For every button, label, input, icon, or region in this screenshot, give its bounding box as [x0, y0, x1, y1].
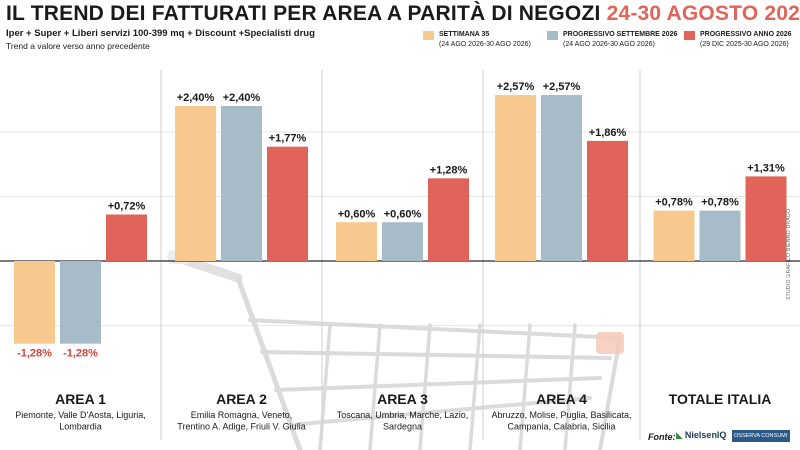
legend-period: (24 AGO 2026-30 AGO 2026)	[563, 41, 655, 48]
legend-swatch	[547, 31, 558, 40]
data-label: +0,78%	[655, 197, 693, 209]
category-detail: Trentino A. Adige, Friuli V. Giulia	[177, 422, 305, 432]
legend-period: (29 DIC 2025-30 AGO 2026)	[700, 41, 789, 48]
legend-label: PROGRESSIVO ANNO 2026	[700, 31, 792, 38]
cart-stroke	[288, 396, 592, 427]
bar	[428, 178, 469, 261]
legend-swatch	[684, 31, 695, 40]
cart-stroke	[248, 318, 622, 340]
cart-stroke	[235, 275, 303, 450]
category-label: AREA 3	[377, 391, 428, 407]
data-label: +2,57%	[497, 81, 535, 93]
category-label: AREA 2	[216, 391, 267, 407]
bar	[267, 146, 308, 261]
bar	[587, 140, 628, 261]
bar	[495, 95, 536, 261]
legend-label: PROGRESSIVO SETTEMBRE 2026	[563, 31, 678, 38]
bar	[106, 214, 147, 261]
legend-period: (24 AGO 2026-30 AGO 2026)	[439, 41, 531, 48]
cart-stroke	[468, 323, 482, 450]
category-detail: Piemonte, Valle D'Aosta, Liguria,	[15, 410, 146, 420]
data-label: +1,28%	[430, 164, 468, 176]
bar	[336, 222, 377, 261]
bar	[699, 210, 741, 261]
data-label: +1,31%	[747, 162, 785, 174]
legend-swatch	[423, 31, 434, 40]
data-label: -1,28%	[17, 348, 52, 360]
cart-stroke	[518, 323, 532, 450]
bar	[382, 222, 423, 261]
category-detail: Sardegna	[383, 422, 422, 432]
nielseniq-mark-icon: ◣	[676, 430, 683, 440]
data-label: +2,40%	[177, 92, 215, 104]
bar	[653, 210, 695, 261]
data-label: +0,60%	[338, 208, 376, 220]
data-label: +0,78%	[701, 197, 739, 209]
category-label: AREA 1	[55, 391, 106, 407]
graphic-credit: STUDIO GRAFICO BIENNO DRAGO	[786, 208, 792, 300]
bar	[745, 176, 787, 261]
cart-stroke	[418, 323, 432, 450]
data-label: +2,57%	[543, 81, 581, 93]
chart-title-period: 24-30 AGOSTO 2026	[606, 2, 800, 25]
bar	[60, 261, 101, 344]
shopping-cart-illustration	[167, 250, 624, 450]
category-detail: Toscana, Umbria, Marche, Lazio,	[337, 410, 469, 420]
data-label: -1,28%	[63, 348, 98, 360]
chart-subtitle: Iper + Super + Liberi servizi 100-399 mq…	[6, 28, 315, 39]
data-label: +1,86%	[589, 127, 627, 139]
category-detail: Abruzzo, Molise, Puglia, Basilicata,	[491, 410, 631, 420]
chart-note: Trend a valore verso anno precedente	[6, 41, 150, 51]
bar	[221, 106, 262, 261]
data-label: +1,77%	[269, 133, 307, 145]
category-detail: Campania, Calabria, Sicilia	[507, 422, 615, 432]
legend-label: SETTIMANA 35	[439, 31, 490, 38]
data-label: +0,60%	[384, 208, 422, 220]
nielseniq-logo-text: NielsenIQ	[684, 430, 727, 440]
cart-stroke	[260, 350, 612, 360]
data-label: +2,40%	[223, 92, 261, 104]
osserva-consumi-logo: OSSERVA CONSUMI	[732, 430, 791, 442]
cart-stroke	[563, 323, 577, 450]
bar	[541, 95, 582, 261]
cart-stroke	[598, 336, 622, 450]
cart-stroke	[368, 323, 382, 450]
category-label: AREA 4	[536, 391, 587, 407]
cart-stroke	[274, 376, 602, 392]
chart-title-main: IL TREND DEI FATTURATI PER AREA A PARITÀ…	[6, 2, 601, 25]
nielseniq-logo: ◣ NielsenIQ	[676, 430, 726, 441]
category-detail: Emilia Romagna, Veneto,	[191, 410, 293, 420]
bar	[175, 106, 216, 261]
category-detail: Lombardia	[59, 422, 102, 432]
data-label: +0,72%	[108, 201, 146, 213]
category-label: TOTALE ITALIA	[669, 391, 772, 407]
bar	[14, 261, 55, 344]
chart-title: IL TREND DEI FATTURATI PER AREA A PARITÀ…	[6, 2, 800, 26]
cart-handle-grip	[596, 332, 624, 354]
source-label: Fonte:	[648, 432, 676, 442]
